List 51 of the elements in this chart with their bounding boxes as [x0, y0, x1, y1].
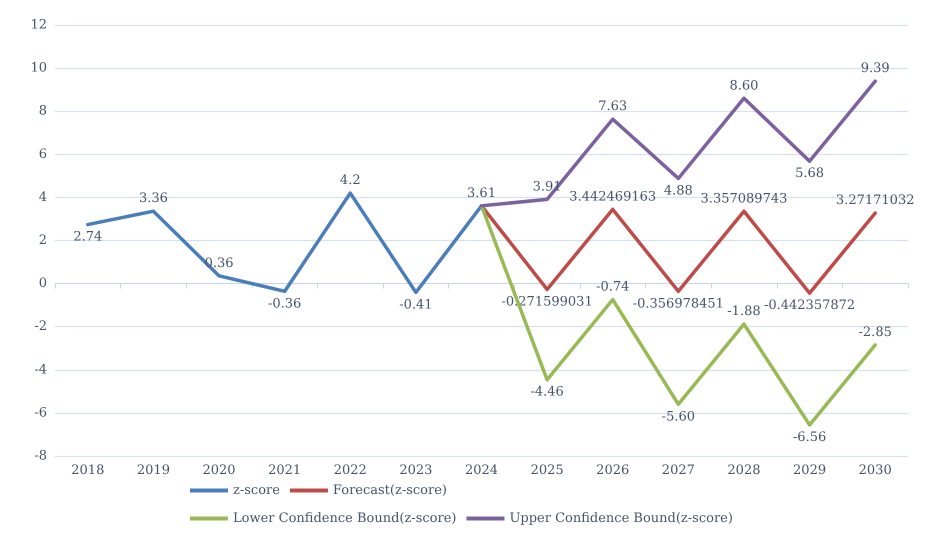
y-tick-label: 12 [30, 18, 47, 32]
data-label: -4.46 [530, 384, 564, 400]
x-tick-label: 2020 [202, 463, 236, 478]
data-label: -0.36 [268, 296, 302, 312]
y-tick-label: 2 [38, 233, 47, 248]
data-label: -0.41 [399, 297, 433, 312]
data-label: -0.74 [596, 280, 630, 295]
y-tick-label: 4 [38, 190, 47, 205]
data-label: 9.39 [860, 61, 890, 76]
data-label: -0.356978451 [632, 296, 724, 312]
y-tick-label: -8 [34, 448, 47, 464]
data-label: -5.60 [662, 409, 696, 424]
y-tick-label: 10 [30, 60, 47, 76]
y-tick-label: -2 [34, 319, 47, 334]
x-tick-label: 2021 [268, 463, 302, 478]
x-tick-label: 2030 [858, 463, 892, 478]
data-label: -1.88 [727, 304, 761, 320]
x-tick-label: 2025 [530, 463, 564, 478]
x-tick-label: 2024 [464, 463, 498, 478]
x-tick-label: 2022 [334, 463, 367, 478]
x-tick-label: 2027 [662, 463, 695, 478]
y-tick-label: 6 [38, 146, 47, 162]
legend-label: Lower Confidence Bound(z-score) [233, 511, 456, 526]
data-label: -2.85 [858, 325, 892, 340]
y-tick-label: 8 [38, 104, 47, 119]
data-label: 3.357089743 [700, 191, 788, 206]
x-tick-label: 2028 [727, 463, 761, 478]
data-label: 3.27171032 [836, 193, 914, 208]
x-tick-label: 2023 [399, 463, 432, 478]
x-tick-label: 2019 [136, 463, 170, 478]
legend-label: z-score [233, 483, 280, 498]
y-tick-label: 0 [38, 276, 47, 292]
data-label: 2.74 [73, 230, 102, 245]
data-label: -0.442357872 [764, 298, 856, 314]
line-series [480, 204, 877, 295]
data-label: 3.36 [138, 191, 168, 206]
data-label: 5.68 [795, 166, 824, 182]
legend-label: Upper Confidence Bound(z-score) [509, 511, 733, 526]
data-label: 8.60 [729, 78, 758, 94]
data-label: 3.61 [467, 186, 496, 201]
x-tick-label: 2018 [71, 463, 104, 478]
legend-label: Forecast(z-score) [332, 483, 447, 498]
y-tick-label: -4 [34, 362, 47, 378]
data-label: 4.88 [664, 183, 693, 198]
data-label: -6.56 [792, 430, 826, 445]
data-label: 7.63 [598, 99, 628, 114]
x-tick-label: 2026 [596, 463, 630, 478]
y-tick-label: -6 [34, 405, 47, 420]
x-tick-label: 2029 [793, 463, 826, 478]
data-label: 4.2 [340, 173, 361, 188]
data-label: 3.442469163 [569, 189, 656, 204]
